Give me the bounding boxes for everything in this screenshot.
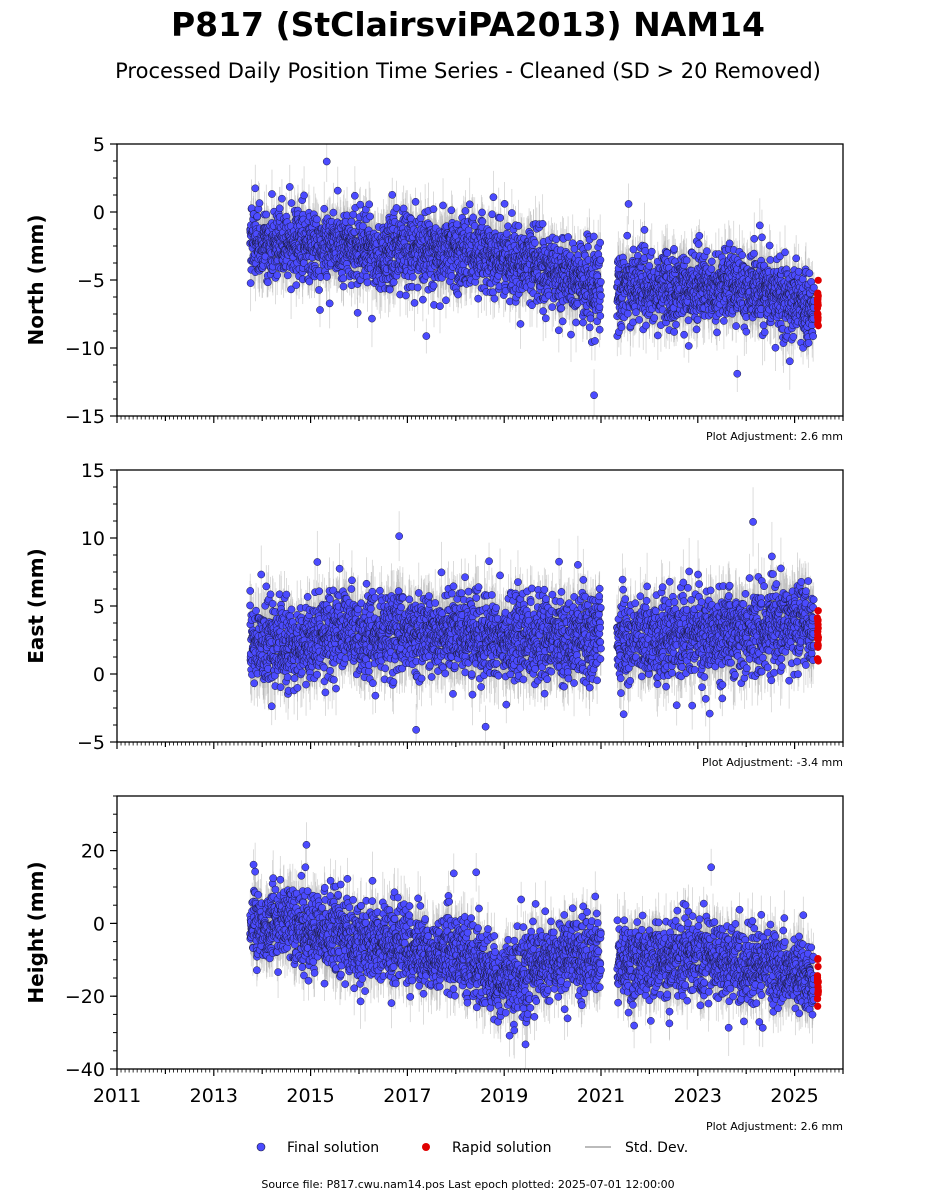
north-final-point [305,277,314,286]
north-final-point [365,200,374,209]
north-final-point [416,214,425,223]
north-final-point [325,299,334,308]
north-final-point [439,201,447,210]
north-final-point [454,290,462,299]
north-final-point [320,204,329,213]
north-final-point [313,215,321,224]
north-final-points [246,157,818,400]
north-final-point [474,294,483,303]
north-final-point [351,191,359,200]
north-final-point [442,296,450,305]
north-final-point [388,191,397,199]
north-final-point [251,184,260,193]
north-final-point [389,278,398,287]
north-final-point [469,213,477,222]
north-final-point [329,208,338,217]
north-final-point [436,302,444,311]
north-final-point [339,274,348,283]
north-final-point [429,281,438,290]
north-final-point [292,281,301,289]
north-final-point [478,217,487,226]
north-final-point [413,283,422,292]
north-final-point [422,332,431,340]
north-final-point [347,217,356,226]
north-final-point [253,212,262,221]
north-final-point [273,271,281,280]
north-final-point [349,210,358,219]
north-final-point [366,212,374,221]
north-final-point [283,271,292,280]
north-final-point [314,266,323,275]
north-final-point [363,278,372,287]
north-final-point [447,206,456,215]
north-final-point [410,299,419,307]
north-final-point [429,205,438,214]
north-final-point [453,220,461,229]
north-final-point [268,190,276,198]
north-final-point [447,272,456,280]
north-final-point [323,273,331,281]
north-final-point [461,207,470,215]
north-plot-area [246,144,822,416]
north-final-point [386,285,394,294]
north-final-point [478,208,486,217]
north-final-point [287,285,295,294]
north-final-point [359,222,367,231]
north-final-point [353,308,362,317]
north-final-point [255,199,264,207]
north-final-point [264,278,272,287]
north-final-point [322,157,331,166]
north-final-point [402,291,410,300]
north-final-point [285,183,294,191]
north-final-point [408,273,417,281]
north-final-point [316,306,324,314]
page-subtitle: Processed Daily Position Time Series - C… [115,59,821,83]
north-final-point [333,186,342,195]
north-final-point [300,191,308,200]
north-final-point [275,204,284,213]
north-final-point [315,286,323,294]
north-final-point [246,279,255,287]
page-title: P817 (StClairsviPA2013) NAM14 [171,5,765,44]
north-final-point [411,197,420,206]
north-final-point [287,199,296,207]
north-final-point [262,210,271,219]
north-final-point [278,194,286,203]
north-final-point [368,314,376,323]
north-final-point [399,204,408,213]
north-final-point [465,200,474,209]
north-final-point [356,200,365,209]
north-final-point [339,282,348,291]
north-final-point [419,295,427,304]
